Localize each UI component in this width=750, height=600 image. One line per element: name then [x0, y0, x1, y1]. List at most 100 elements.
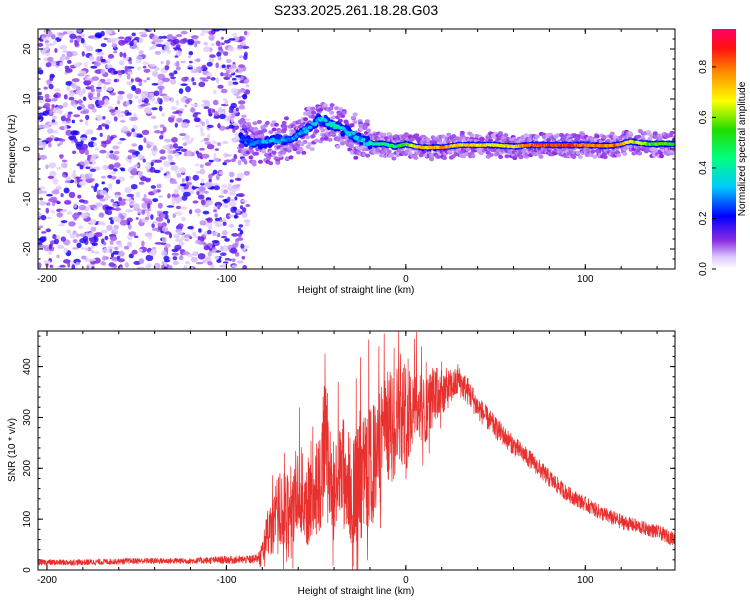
noise-blob — [145, 264, 151, 269]
noise-blob — [64, 68, 73, 73]
signal-band — [263, 142, 268, 149]
signal-halo — [498, 155, 504, 159]
noise-blob — [91, 185, 95, 189]
noise-blob — [38, 244, 46, 249]
noise-blob — [199, 220, 207, 226]
noise-blob — [229, 74, 233, 78]
noise-blob — [173, 70, 178, 75]
noise-blob — [229, 188, 236, 194]
signal-core — [352, 131, 356, 135]
noise-blob — [114, 150, 120, 155]
noise-blob — [232, 81, 239, 85]
noise-blob — [212, 109, 216, 113]
noise-blob — [89, 204, 97, 209]
signal-halo — [320, 136, 325, 141]
noise-blob — [181, 77, 188, 82]
noise-blob — [169, 144, 174, 150]
noise-blob — [173, 188, 179, 195]
noise-blob — [228, 109, 234, 113]
noise-blob — [84, 247, 89, 251]
signal-halo — [358, 123, 364, 128]
noise-blob — [242, 93, 248, 100]
noise-blob — [238, 224, 244, 228]
noise-blob — [180, 122, 189, 129]
noise-blob — [53, 39, 57, 45]
noise-blob — [45, 228, 51, 233]
signal-halo — [575, 150, 581, 155]
noise-blob — [113, 224, 120, 229]
noise-blob — [232, 128, 236, 133]
noise-blob — [178, 88, 184, 94]
noise-blob — [217, 123, 221, 129]
noise-blob — [79, 137, 88, 141]
noise-blob — [211, 240, 220, 243]
noise-blob — [110, 219, 114, 225]
noise-blob — [76, 242, 82, 249]
noise-blob — [110, 171, 117, 175]
noise-blob — [170, 97, 174, 103]
noise-blob — [127, 241, 132, 248]
x-tick-label: 100 — [577, 274, 594, 285]
noise-blob — [159, 135, 164, 140]
signal-halo — [479, 137, 485, 142]
noise-blob — [224, 257, 230, 261]
noise-blob — [208, 248, 213, 251]
noise-blob — [184, 234, 191, 239]
noise-blob — [184, 238, 189, 242]
signal-halo — [284, 116, 289, 121]
noise-blob — [192, 200, 199, 204]
noise-blob — [157, 85, 165, 91]
noise-blob — [223, 72, 230, 77]
noise-blob — [38, 69, 44, 75]
noise-blob — [162, 145, 170, 150]
noise-blob — [213, 206, 218, 210]
noise-blob — [210, 186, 214, 190]
noise-blob — [241, 255, 246, 260]
noise-blob — [59, 45, 68, 50]
noise-blob — [108, 262, 115, 267]
noise-blob — [66, 85, 71, 91]
noise-blob — [144, 216, 150, 220]
noise-blob — [99, 198, 106, 202]
noise-blob — [192, 231, 197, 237]
noise-blob — [113, 116, 118, 122]
noise-blob — [109, 150, 114, 154]
noise-blob — [77, 194, 82, 199]
noise-blob — [159, 166, 164, 171]
signal-halo — [523, 133, 529, 138]
noise-blob — [228, 258, 232, 262]
noise-blob — [120, 168, 126, 172]
noise-blob — [237, 159, 242, 166]
noise-blob — [105, 156, 111, 159]
signal-halo — [287, 146, 293, 151]
noise-blob — [48, 244, 53, 250]
signal-halo — [296, 150, 301, 155]
noise-blob — [102, 116, 106, 120]
noise-blob — [220, 188, 224, 195]
noise-blob — [217, 84, 224, 89]
noise-blob — [170, 106, 178, 111]
noise-blob — [38, 262, 42, 269]
noise-blob — [92, 37, 99, 40]
noise-blob — [241, 114, 247, 118]
signal-halo — [349, 123, 355, 128]
y-tick-label: 300 — [22, 409, 33, 426]
noise-blob — [175, 205, 182, 210]
noise-blob — [215, 40, 221, 47]
noise-blob — [72, 239, 78, 243]
colorbar-tick-label: 0.0 — [698, 262, 709, 276]
noise-blob — [200, 199, 206, 206]
signal-halo — [403, 132, 409, 137]
x-tick-label: -100 — [216, 575, 236, 586]
noise-blob — [243, 219, 251, 223]
noise-blob — [228, 171, 235, 178]
noise-blob — [214, 201, 223, 208]
noise-blob — [63, 94, 68, 100]
signal-halo — [534, 134, 540, 139]
noise-blob — [71, 264, 76, 269]
x-tick-label: -200 — [37, 575, 57, 586]
noise-blob — [231, 111, 236, 118]
signal-halo — [375, 148, 381, 153]
signal-halo — [622, 151, 628, 156]
